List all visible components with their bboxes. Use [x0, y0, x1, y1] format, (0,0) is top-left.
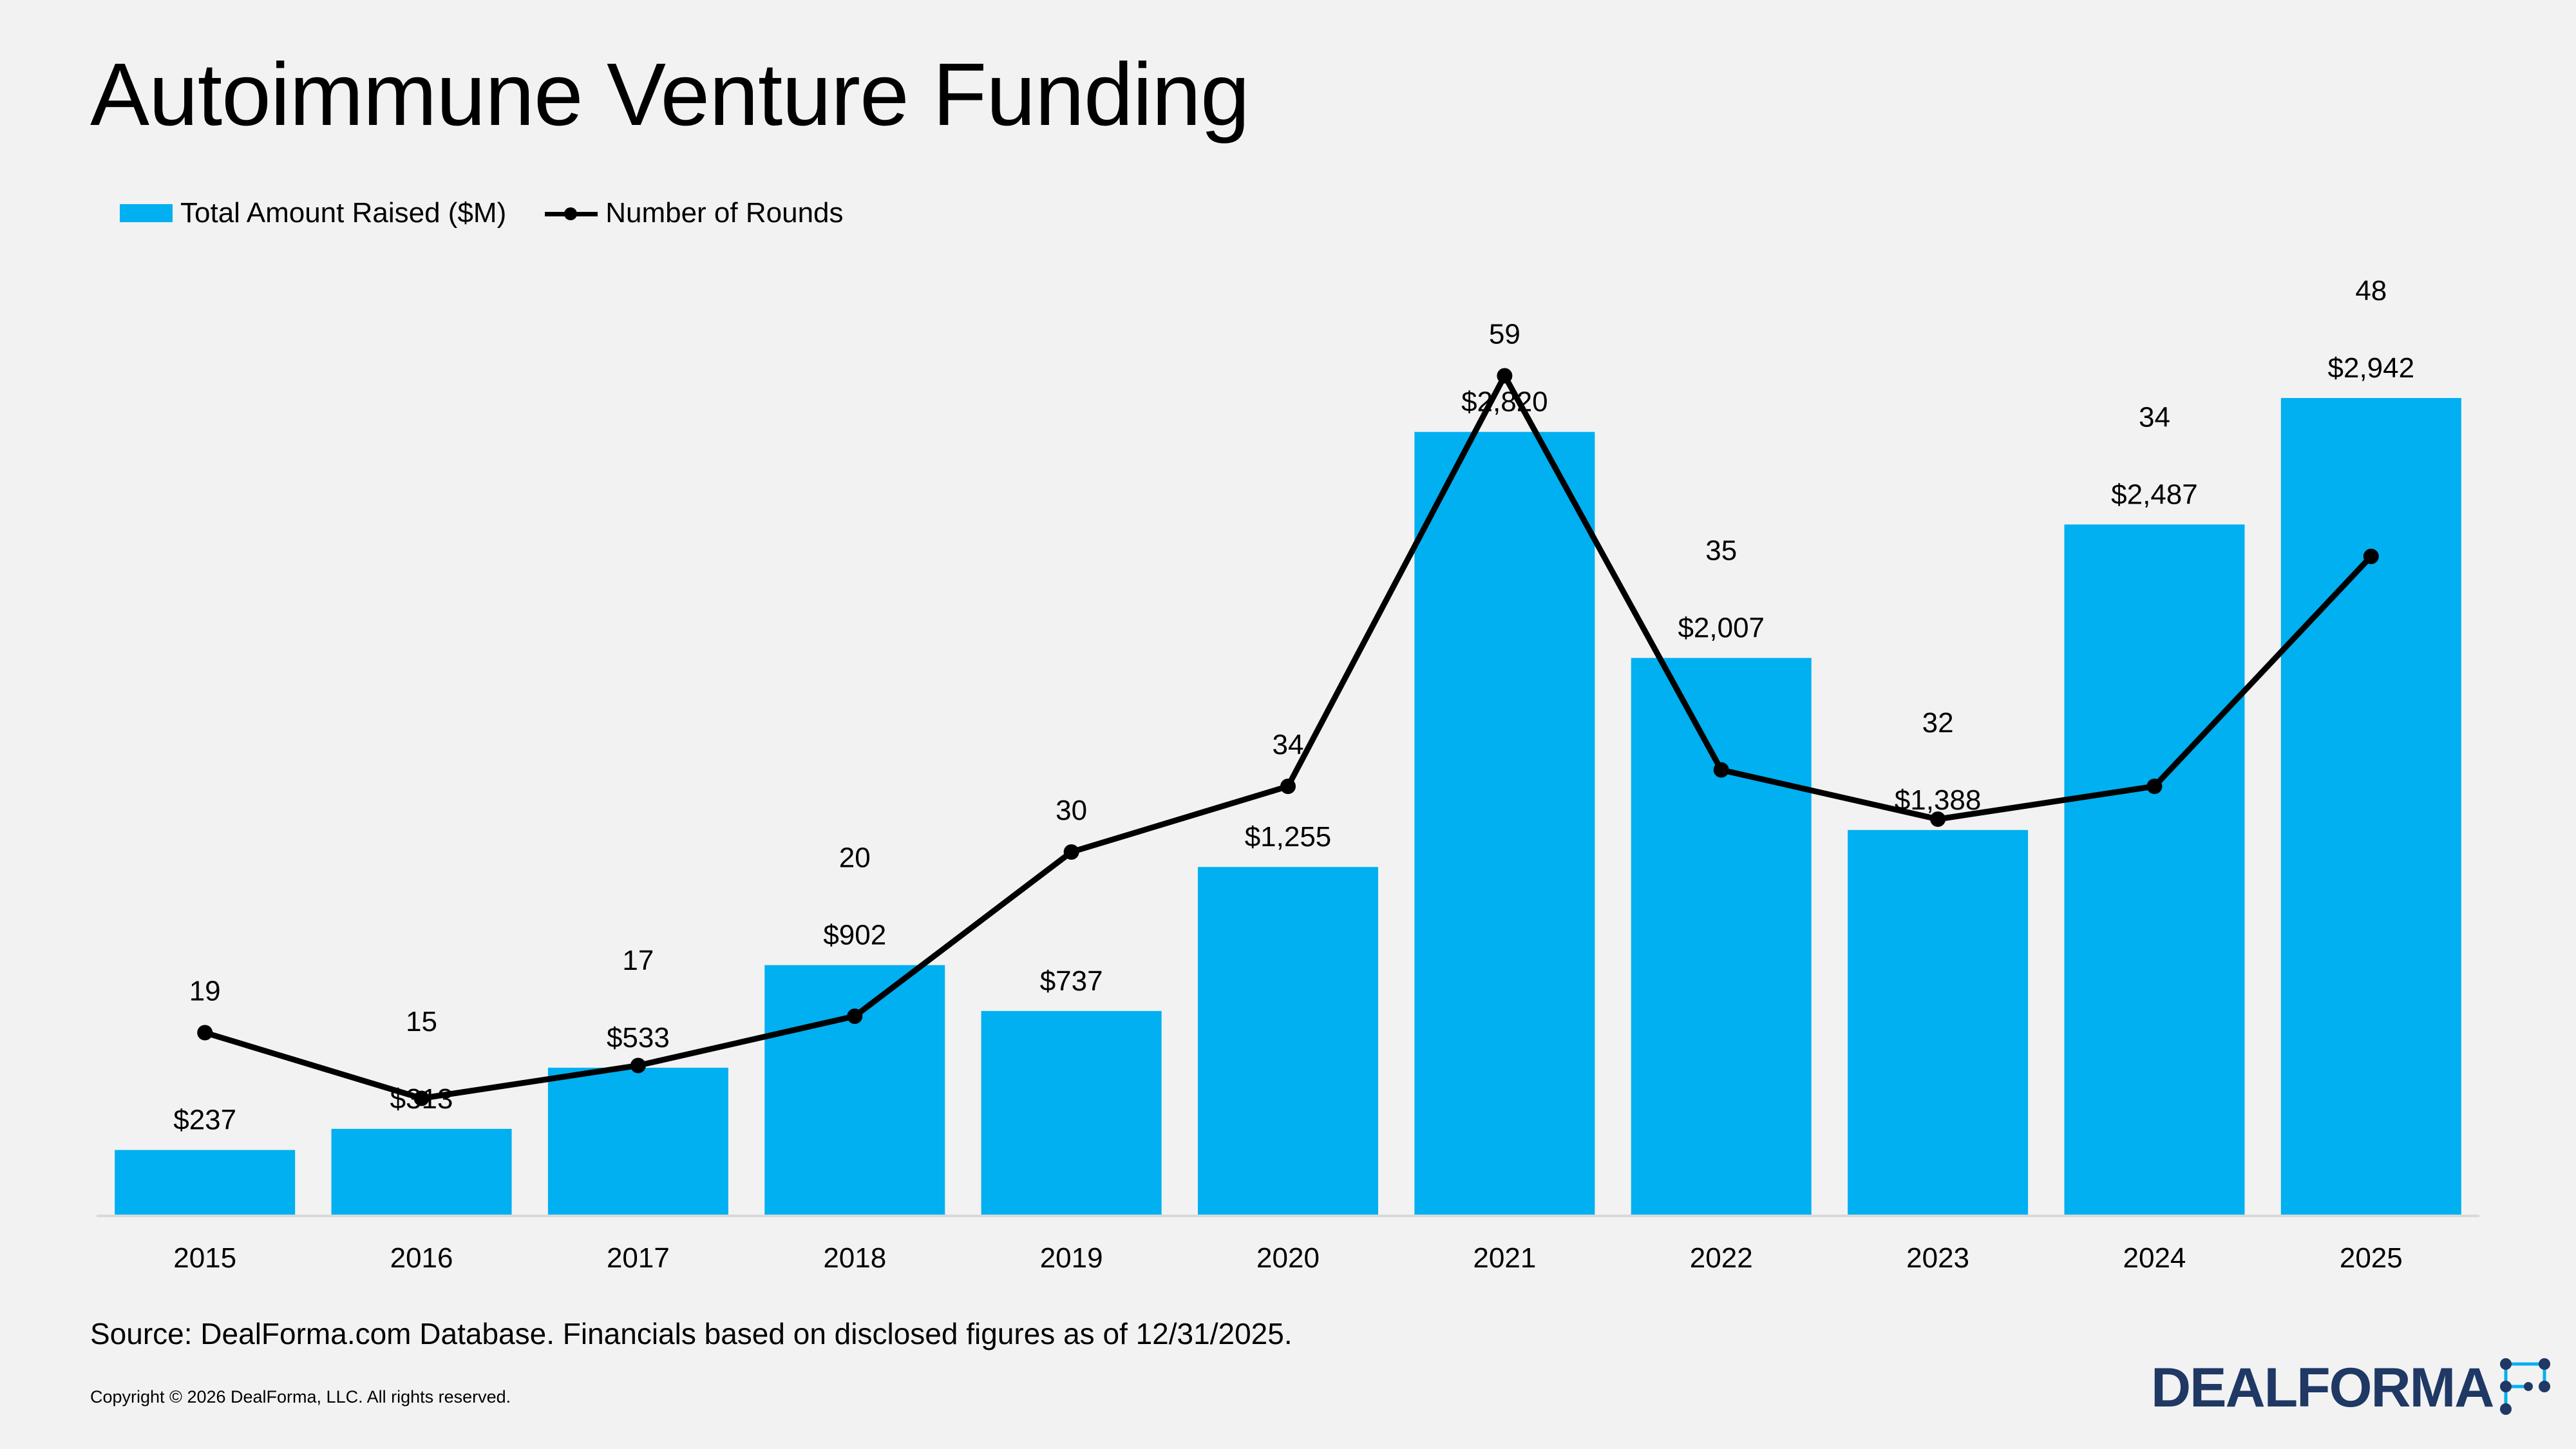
rounds-label-2019: 30 [1056, 795, 1087, 826]
x-tick-label-2020: 2020 [1256, 1242, 1320, 1274]
bar-2016 [331, 1128, 512, 1216]
bar-label-2019: $737 [1040, 965, 1103, 997]
x-tick-label-2015: 2015 [173, 1242, 236, 1274]
legend-swatch-bar [120, 204, 173, 222]
copyright-note: Copyright © 2026 DealForma, LLC. All rig… [90, 1387, 511, 1406]
chart-title: Autoimmune Venture Funding [90, 45, 1250, 144]
x-tick-label-2019: 2019 [1040, 1242, 1103, 1274]
legend-item-amount: Total Amount Raised ($M) [120, 197, 506, 229]
network-dots-icon [2500, 1358, 2551, 1415]
bar-label-2022: $2,007 [1678, 612, 1765, 644]
rounds-label-2018: 20 [839, 842, 871, 874]
rounds-label-2021: 59 [1489, 319, 1520, 350]
rounds-label-2024: 34 [2139, 401, 2170, 433]
rounds-point-2022 [1713, 762, 1729, 778]
rounds-label-2023: 32 [1922, 707, 1954, 739]
rounds-point-2024 [2146, 779, 2163, 794]
bar-2017 [547, 1067, 728, 1216]
bar-label-2018: $902 [823, 920, 886, 951]
source-note: Source: DealForma.com Database. Financia… [90, 1317, 1293, 1350]
rounds-label-2020: 34 [1273, 729, 1304, 761]
x-tick-label-2018: 2018 [823, 1242, 886, 1274]
rounds-label-2016: 15 [406, 1006, 437, 1037]
bar-label-2024: $2,487 [2111, 478, 2198, 510]
bar-label-2020: $1,255 [1245, 821, 1332, 853]
rounds-point-2019 [1063, 844, 1079, 860]
rounds-point-2018 [847, 1009, 863, 1024]
rounds-point-2020 [1280, 779, 1296, 794]
logo-text: DEALFORMA [2151, 1357, 2494, 1419]
rounds-point-2023 [1930, 811, 1946, 827]
x-tick-label-2025: 2025 [2340, 1242, 2403, 1274]
bar-2018 [764, 965, 945, 1216]
bar-2021 [1414, 431, 1595, 1217]
legend-swatch-line [545, 204, 598, 222]
rounds-point-2015 [197, 1025, 213, 1041]
bar-label-2025: $2,942 [2328, 352, 2415, 384]
bar-label-2017: $533 [607, 1022, 670, 1054]
rounds-label-2025: 48 [2355, 275, 2387, 307]
dealforma-logo: DEALFORMA [2151, 1358, 2557, 1416]
bar-2023 [1848, 829, 2029, 1216]
bar-2019 [981, 1010, 1162, 1216]
bar-label-2021: $2,820 [1461, 386, 1548, 418]
bar-2025 [2280, 398, 2461, 1216]
bar-label-2015: $237 [173, 1104, 236, 1136]
bar-2020 [1198, 867, 1378, 1216]
x-tick-label-2024: 2024 [2123, 1242, 2186, 1274]
rounds-point-2021 [1497, 368, 1513, 384]
rounds-point-2016 [413, 1090, 430, 1106]
x-tick-label-2021: 2021 [1473, 1242, 1536, 1274]
x-tick-label-2022: 2022 [1690, 1242, 1753, 1274]
rounds-point-2025 [2363, 549, 2379, 564]
x-tick-label-2017: 2017 [607, 1242, 670, 1274]
chart-plot: $237$313$533$902$737$1,255$2,820$2,007$1… [97, 275, 2479, 1274]
rounds-label-2022: 35 [1705, 535, 1737, 567]
bar-2015 [115, 1150, 296, 1216]
x-tick-label-2023: 2023 [1906, 1242, 1969, 1274]
chart-legend: Total Amount Raised ($M) Number of Round… [120, 197, 844, 229]
legend-item-rounds: Number of Rounds [545, 197, 844, 229]
bar-2024 [2064, 524, 2245, 1216]
legend-label-rounds: Number of Rounds [605, 197, 844, 229]
x-tick-label-2016: 2016 [390, 1242, 453, 1274]
rounds-point-2017 [630, 1057, 646, 1074]
bar-2022 [1631, 658, 1812, 1216]
legend-label-amount: Total Amount Raised ($M) [180, 197, 507, 229]
rounds-label-2015: 19 [189, 976, 221, 1007]
rounds-label-2017: 17 [622, 945, 654, 976]
